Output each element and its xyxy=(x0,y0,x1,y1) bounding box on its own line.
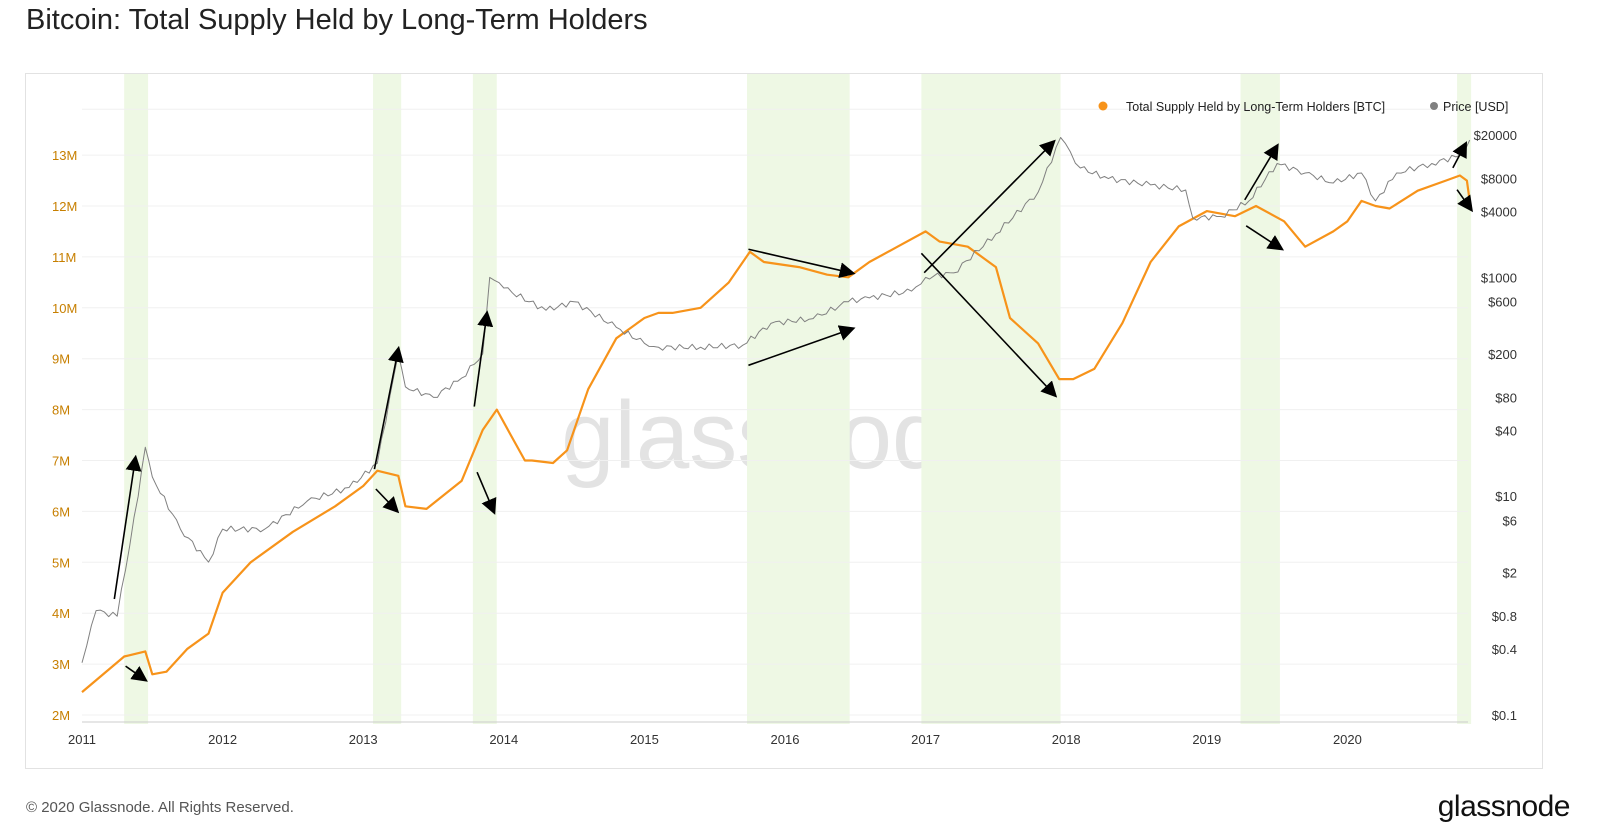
x-tick-label: 2011 xyxy=(68,732,96,747)
shaded-period xyxy=(1240,74,1280,724)
price-line xyxy=(81,137,1471,663)
annotation-arrow xyxy=(1245,225,1284,251)
x-tick-label: 2013 xyxy=(349,732,378,747)
right-tick-label: $4000 xyxy=(1481,205,1517,220)
right-tick-label: $0.4 xyxy=(1492,642,1517,657)
right-tick-label: $1000 xyxy=(1481,270,1517,285)
legend-label-supply: Total Supply Held by Long-Term Holders [… xyxy=(1126,100,1385,114)
shaded-period xyxy=(1457,74,1472,724)
annotation-arrow xyxy=(1456,189,1473,213)
legend-label-price: Price [USD] xyxy=(1443,100,1508,114)
left-tick-label: 9M xyxy=(52,352,70,367)
annotation-arrow xyxy=(373,345,404,470)
chart-frame xyxy=(25,73,1543,769)
copyright-text: © 2020 Glassnode. All Rights Reserved. xyxy=(26,799,294,816)
glassnode-logo: glassnode xyxy=(1437,790,1571,823)
lth-supply-line xyxy=(81,174,1471,693)
x-tick-label: 2016 xyxy=(771,732,800,747)
left-tick-label: 11M xyxy=(52,250,76,265)
left-tick-label: 3M xyxy=(52,657,70,672)
annotation-arrow xyxy=(923,139,1056,274)
x-tick-label: 2012 xyxy=(208,732,237,747)
x-tick-label: 2020 xyxy=(1333,732,1362,747)
shaded-period xyxy=(472,74,497,724)
annotation-arrow xyxy=(476,471,497,515)
right-tick-label: $0.8 xyxy=(1492,609,1517,624)
shaded-period xyxy=(921,74,1061,724)
shaded-period xyxy=(373,74,402,724)
legend-marker-supply xyxy=(1098,101,1108,111)
annotation-arrow xyxy=(113,454,142,600)
right-tick-label: $10 xyxy=(1495,489,1517,504)
left-tick-label: 10M xyxy=(52,301,77,316)
left-tick-label: 7M xyxy=(52,454,70,469)
left-tick-label: 2M xyxy=(52,708,70,723)
x-tick-label: 2014 xyxy=(489,732,518,747)
annotation-arrow xyxy=(125,665,148,682)
right-tick-label: $200 xyxy=(1488,347,1517,362)
legend-marker-price xyxy=(1430,102,1438,110)
x-tick-label: 2017 xyxy=(911,732,940,747)
annotation-arrow xyxy=(375,488,400,514)
annotation-arrow xyxy=(748,248,856,279)
right-tick-label: $2 xyxy=(1503,566,1517,581)
chart-title: Bitcoin: Total Supply Held by Long-Term … xyxy=(26,4,648,36)
left-tick-label: 5M xyxy=(52,555,70,570)
x-tick-label: 2015 xyxy=(630,732,659,747)
right-tick-label: $6 xyxy=(1503,513,1517,528)
left-tick-label: 13M xyxy=(52,148,77,163)
x-tick-label: 2018 xyxy=(1052,732,1081,747)
left-tick-label: 4M xyxy=(52,606,70,621)
shaded-period xyxy=(747,74,850,724)
right-tick-label: $80 xyxy=(1495,390,1517,405)
right-tick-label: $40 xyxy=(1495,423,1517,438)
left-tick-label: 8M xyxy=(52,403,70,418)
right-tick-label: $0.1 xyxy=(1492,708,1517,723)
annotation-arrow xyxy=(748,325,856,367)
annotation-arrow xyxy=(1452,141,1468,169)
left-tick-label: 12M xyxy=(52,199,77,214)
annotation-arrow xyxy=(920,252,1058,398)
annotation-arrow xyxy=(1244,143,1279,201)
right-tick-label: $600 xyxy=(1488,295,1517,310)
right-tick-label: $8000 xyxy=(1481,172,1517,187)
left-tick-label: 6M xyxy=(52,504,70,519)
x-tick-label: 2019 xyxy=(1192,732,1221,747)
right-tick-label: $20000 xyxy=(1474,128,1517,143)
shaded-period xyxy=(124,74,149,724)
annotation-arrow xyxy=(473,310,494,407)
